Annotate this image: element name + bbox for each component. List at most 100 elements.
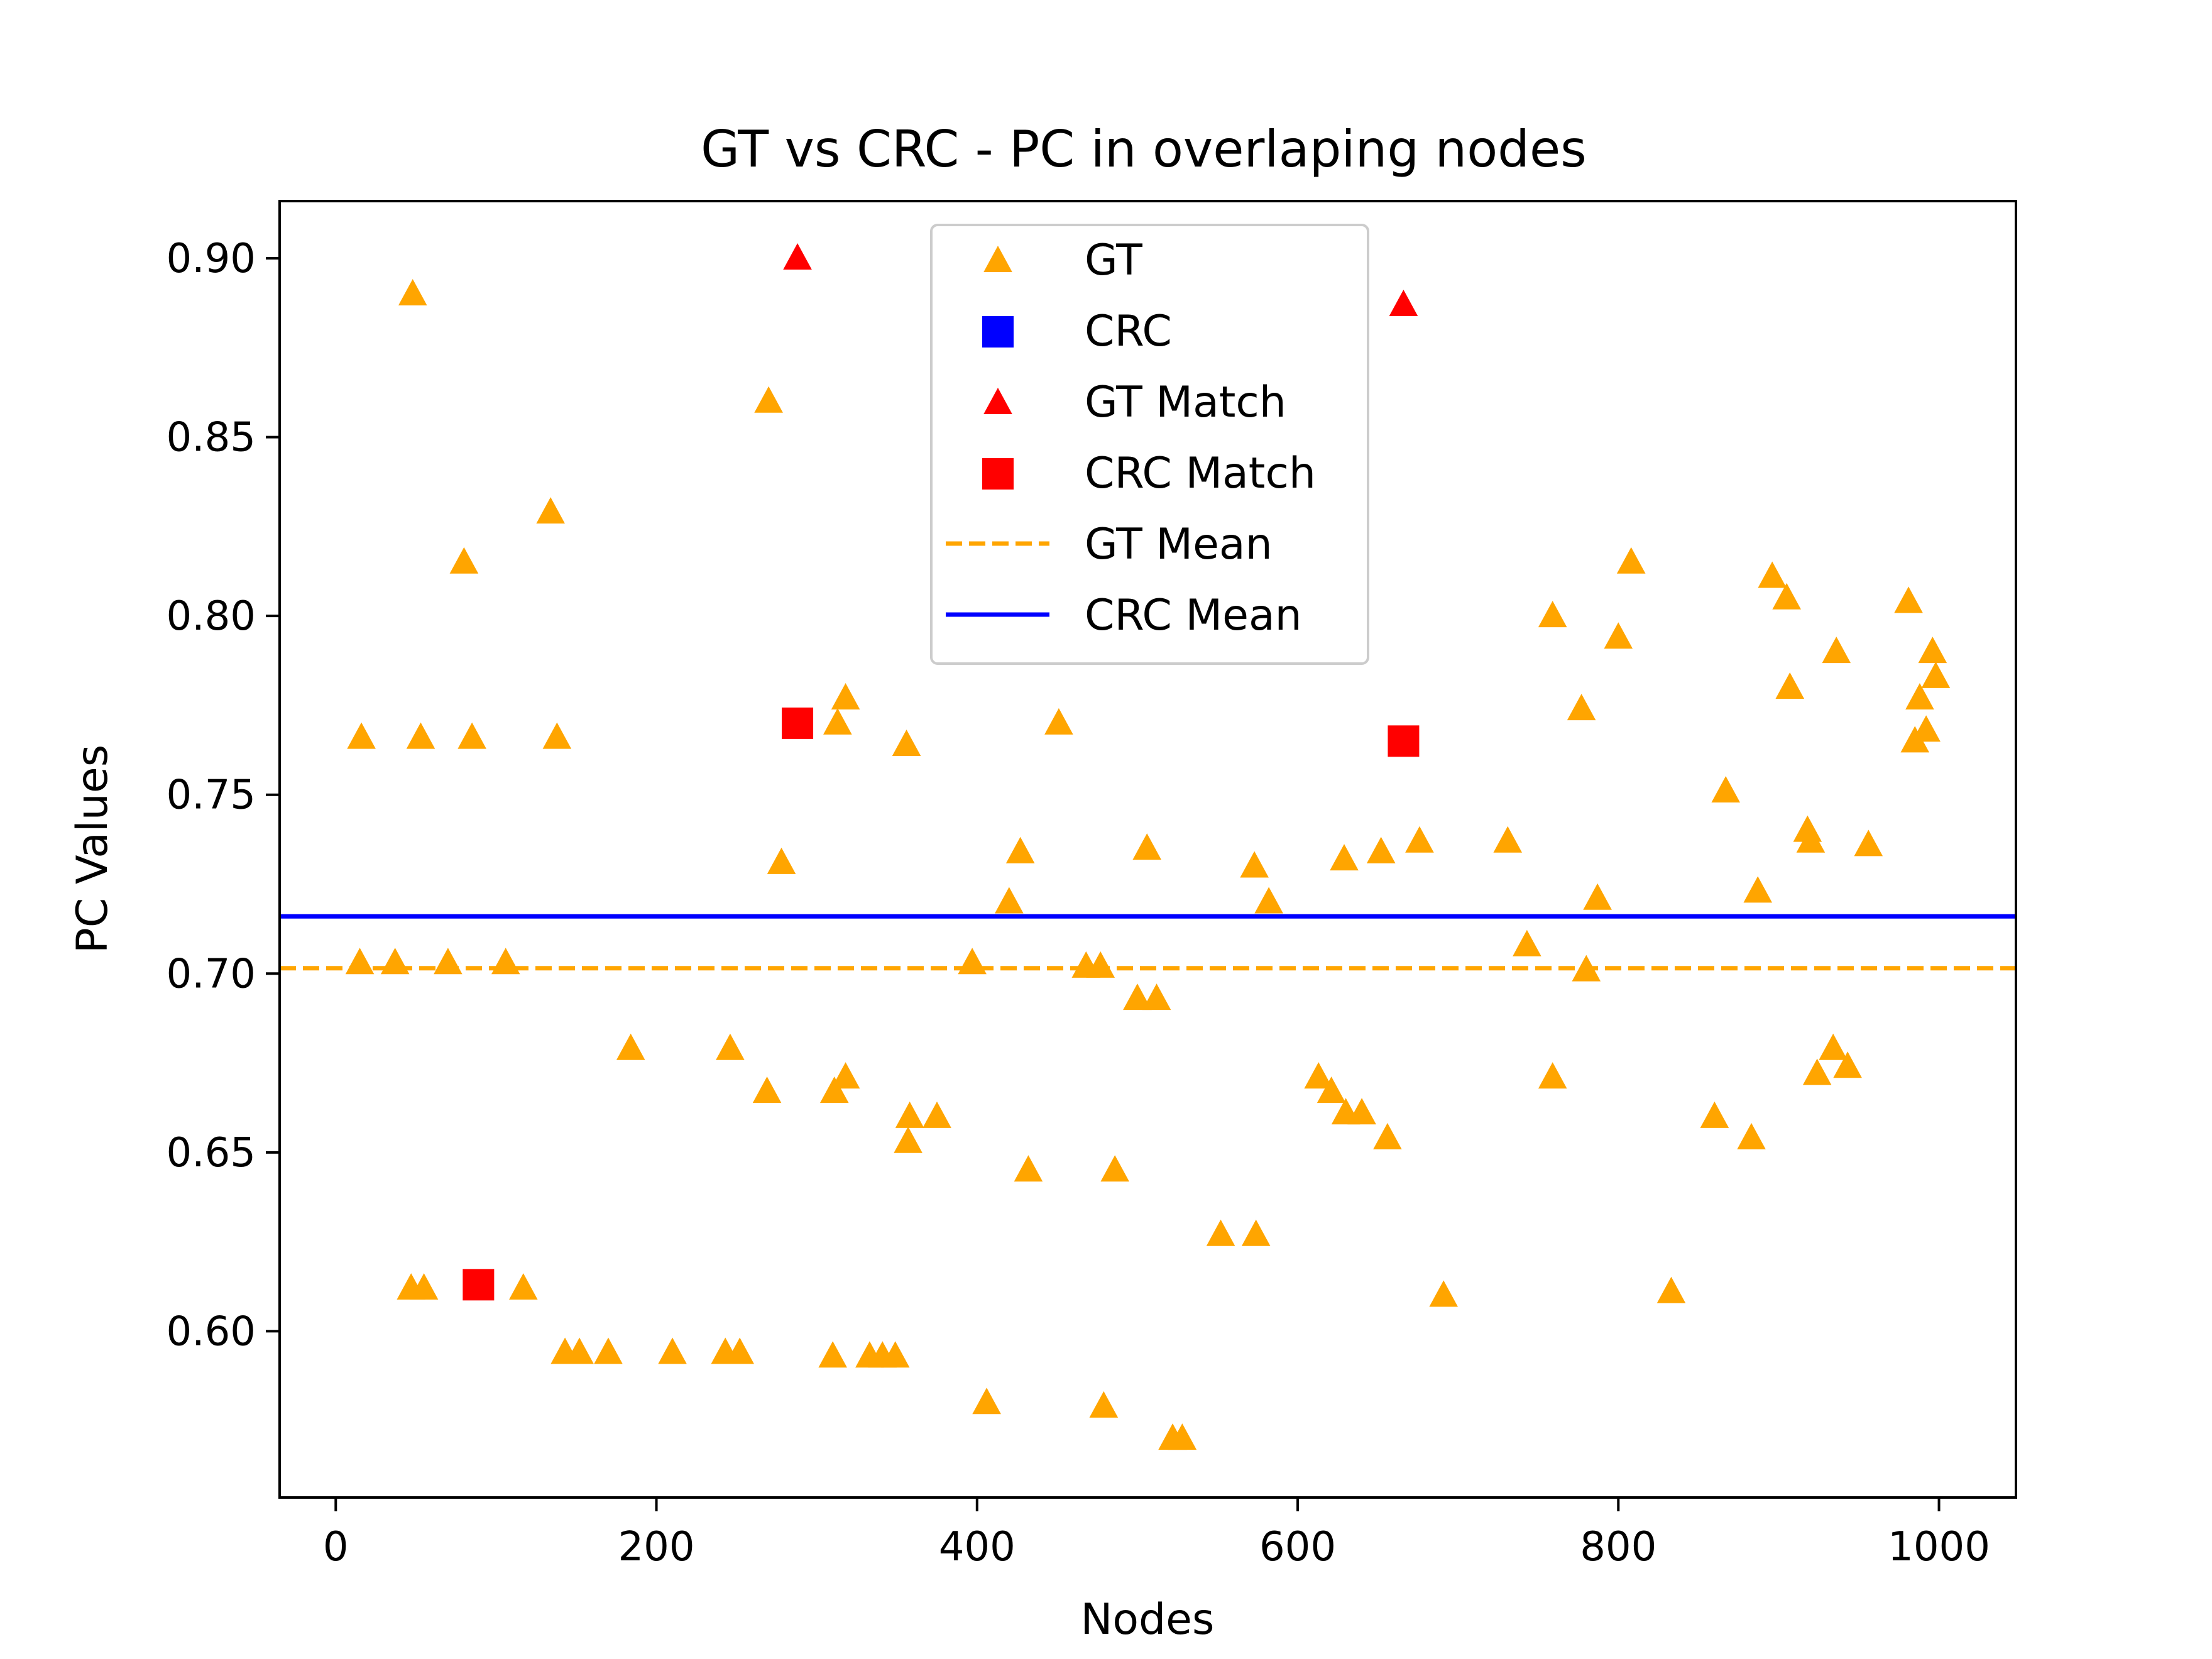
gt-point	[1005, 836, 1035, 863]
gt-point	[1583, 883, 1612, 910]
gt-point	[1775, 672, 1805, 699]
gt-match-point	[783, 243, 812, 270]
gt-point	[1086, 951, 1115, 978]
gt-match-point	[1389, 290, 1418, 317]
y-axis: 0.60 0.65 0.70 0.75 0.80 0.85 0.90	[167, 236, 280, 1355]
legend: GT CRC GT Match CRC Match GT Mean CRC Mean	[930, 224, 1369, 665]
gt-point	[716, 1033, 745, 1060]
legend-crc-match-swatch	[982, 458, 1014, 490]
gt-point	[1918, 637, 1947, 664]
gt-point	[658, 1337, 687, 1364]
x-axis: 0 200 400 600 800 1000	[323, 1497, 1990, 1570]
legend-crc-label: CRC	[1085, 307, 1172, 356]
gt-point	[1819, 1033, 1848, 1060]
gt-point	[449, 547, 479, 574]
gt-point	[434, 948, 463, 975]
gt-point	[1513, 929, 1541, 956]
gt-point	[1912, 715, 1941, 742]
gt-point	[1854, 830, 1883, 857]
data-marks	[345, 243, 1951, 1450]
crc-match-point	[782, 707, 814, 739]
gt-point	[1822, 637, 1851, 664]
gt-point	[1168, 1423, 1197, 1450]
gt-point	[380, 948, 410, 975]
x-tick-label: 400	[939, 1524, 1016, 1570]
gt-point	[958, 948, 987, 975]
gt-point	[1373, 1123, 1402, 1150]
gt-point	[880, 1341, 910, 1368]
y-axis-label: PC Values	[68, 745, 118, 953]
mean-lines	[280, 914, 2016, 971]
x-tick-label: 1000	[1888, 1524, 1990, 1570]
gt-point	[823, 708, 852, 735]
gt-point	[491, 948, 520, 975]
gt-point	[1330, 844, 1359, 871]
gt-point	[831, 1062, 860, 1089]
y-tick-label: 0.90	[167, 236, 256, 282]
gt-point	[1796, 826, 1826, 853]
gt-point	[1921, 661, 1951, 688]
gt-point	[767, 847, 796, 874]
gt-point	[754, 386, 783, 413]
gt-point	[892, 730, 921, 757]
gt-point	[1347, 1098, 1376, 1125]
legend-gt-match-swatch	[983, 388, 1012, 414]
gt-point	[1894, 586, 1923, 613]
gt-point	[594, 1337, 623, 1364]
gt-point	[1700, 1101, 1729, 1128]
gt-point	[1123, 983, 1152, 1010]
gt-point	[1089, 1391, 1119, 1418]
legend-crc-match-label: CRC Match	[1085, 449, 1316, 498]
gt-point	[1405, 826, 1434, 853]
gt-point	[1317, 1076, 1346, 1103]
gt-point	[1567, 694, 1596, 721]
gt-point	[1758, 561, 1787, 588]
gt-point	[457, 722, 486, 749]
gt-point	[752, 1076, 782, 1103]
gt-point	[819, 1076, 849, 1103]
gt-point	[1044, 708, 1073, 735]
gt-point	[345, 948, 375, 975]
gt-point	[972, 1388, 1001, 1415]
gt-point	[923, 1101, 951, 1128]
x-tick-label: 800	[1580, 1524, 1656, 1570]
gt-point	[818, 1341, 847, 1368]
gt-point	[1304, 1062, 1333, 1089]
gt-point	[895, 1101, 924, 1128]
y-tick-label: 0.65	[167, 1130, 256, 1176]
legend-gt-match-label: GT Match	[1085, 378, 1286, 427]
y-tick-label: 0.60	[167, 1308, 256, 1355]
gt-point	[1656, 1276, 1686, 1303]
y-tick-label: 0.85	[167, 415, 256, 461]
legend-gt-label: GT	[1085, 236, 1142, 285]
gt-point	[1493, 826, 1523, 853]
plot-frame	[278, 200, 2017, 1499]
gt-point	[1132, 833, 1162, 860]
gt-point	[565, 1337, 594, 1364]
gt-point	[536, 497, 565, 524]
gt-point	[1241, 1219, 1271, 1246]
gt-point	[894, 1126, 923, 1153]
crc-match-point	[463, 1269, 495, 1301]
gt-point	[1100, 1155, 1129, 1182]
x-tick-label: 0	[323, 1524, 349, 1570]
gt-point	[1802, 1058, 1832, 1085]
legend-crc-mean-label: CRC Mean	[1085, 591, 1302, 640]
chart-title: GT vs CRC - PC in overlaping nodes	[701, 120, 1587, 178]
gt-point	[508, 1273, 538, 1300]
gt-point	[1014, 1155, 1043, 1182]
gt-point	[725, 1337, 755, 1364]
x-tick-label: 200	[618, 1524, 694, 1570]
legend-box	[930, 224, 1369, 665]
gt-point	[406, 722, 435, 749]
gt-point	[1254, 887, 1283, 914]
gt-point	[1604, 622, 1633, 649]
gt-point	[1538, 601, 1567, 628]
gt-point	[1772, 583, 1801, 610]
x-axis-label: Nodes	[1081, 1595, 1215, 1645]
legend-crc-swatch	[982, 316, 1014, 348]
gt-point	[1616, 547, 1646, 574]
gt-point	[995, 887, 1024, 914]
gt-point	[831, 683, 860, 710]
y-tick-label: 0.80	[167, 593, 256, 640]
